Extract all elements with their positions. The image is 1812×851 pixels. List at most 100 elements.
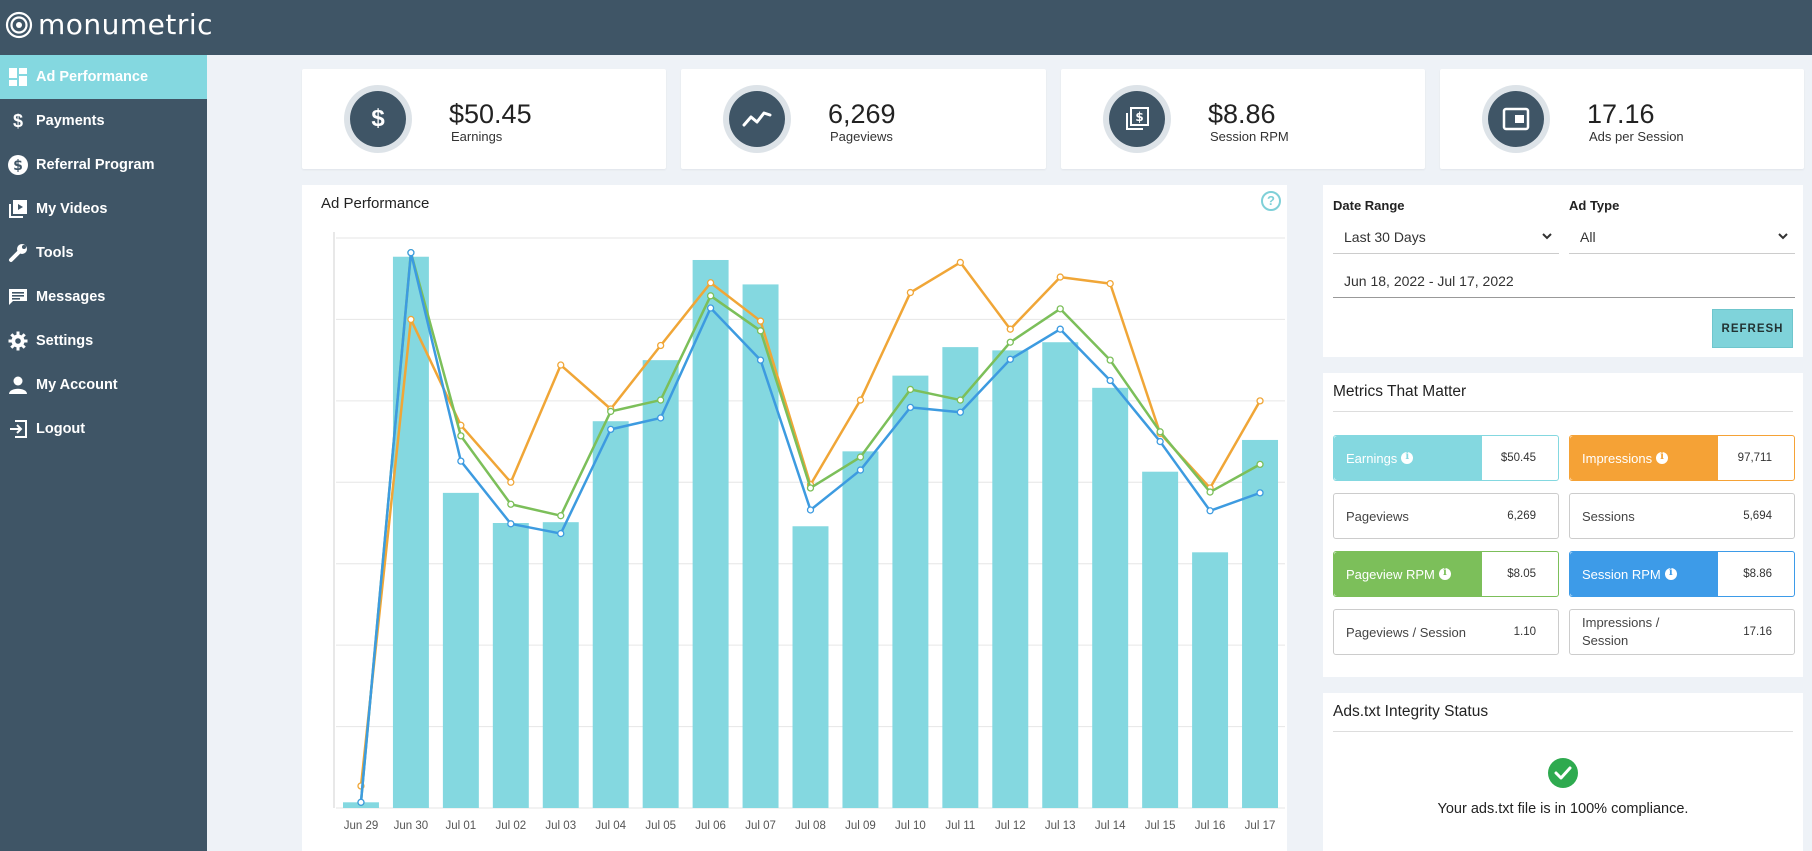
- ad-performance-chart-panel: Ad Performance ? Jun 29 Jun 30 Jul 01 Jul 0…: [302, 185, 1287, 851]
- trend-line-icon: [729, 91, 785, 147]
- series-point: [457, 457, 465, 465]
- series-point: [856, 453, 865, 461]
- metric-impressions[interactable]: Impressions 97,711: [1569, 435, 1795, 481]
- metric-pageviews-per-session[interactable]: Pageviews / Session 1.10: [1333, 609, 1559, 655]
- sidebar-item-messages[interactable]: Messages: [0, 275, 207, 319]
- message-icon: [0, 287, 36, 307]
- dollar-circle-icon: $: [0, 155, 36, 175]
- ad-type-select[interactable]: All: [1569, 222, 1795, 254]
- series-point: [856, 396, 865, 404]
- logout-icon: [0, 420, 36, 438]
- stat-label: Session RPM: [1210, 129, 1289, 144]
- sidebar-item-tools[interactable]: Tools: [0, 231, 207, 275]
- x-tick-label: Jul 17: [1245, 820, 1276, 832]
- info-icon[interactable]: [1401, 451, 1414, 464]
- refresh-button[interactable]: REFRESH: [1712, 309, 1793, 348]
- series-point: [1056, 273, 1064, 281]
- metric-value: 97,711: [1718, 436, 1794, 480]
- ad-performance-chart: Jun 29 Jun 30 Jul 01 Jul 02 Jul 03 Jul 04 Jul …: [333, 232, 1285, 832]
- x-tick-label: Jul 12: [995, 820, 1026, 832]
- metric-pageviews[interactable]: Pageviews 6,269: [1333, 493, 1559, 539]
- dollar-icon: $: [12, 110, 23, 131]
- date-range-input[interactable]: Jun 18, 2022 - Jul 17, 2022: [1333, 266, 1795, 298]
- sidebar-item-payments[interactable]: $ Payments: [0, 99, 207, 143]
- help-icon[interactable]: ?: [1261, 191, 1281, 211]
- x-tick-label: Jun 29: [344, 820, 379, 832]
- bar: [892, 375, 929, 808]
- ads-txt-message: Your ads.txt file is in 100% compliance.: [1437, 801, 1689, 817]
- x-tick-label: Jul 13: [1045, 820, 1076, 832]
- series-point: [507, 478, 515, 486]
- series-point: [906, 403, 915, 412]
- metric-pageview-rpm[interactable]: Pageview RPM $8.05: [1333, 551, 1559, 597]
- metric-sessions[interactable]: Sessions 5,694: [1569, 493, 1795, 539]
- info-icon[interactable]: [1656, 451, 1669, 464]
- bar: [1142, 471, 1179, 808]
- stat-card-earnings: $ $50.45 Earnings: [302, 69, 666, 169]
- series-point: [1056, 305, 1064, 313]
- dollar-icon: $: [350, 91, 406, 147]
- check-circle-icon: [1548, 758, 1578, 788]
- bar: [842, 451, 879, 808]
- stat-card-ads-per-session: 17.16 Ads per Session: [1440, 69, 1804, 169]
- stat-value: 6,269: [828, 99, 896, 129]
- chevron-down-icon: [1541, 222, 1553, 263]
- series-point: [657, 414, 665, 422]
- x-tick-label: Jul 16: [1195, 820, 1226, 832]
- series-point: [1156, 428, 1164, 436]
- series-point: [557, 512, 565, 520]
- sidebar-item-my-account[interactable]: My Account: [0, 363, 207, 407]
- x-tick-label: Jul 04: [595, 820, 626, 832]
- info-icon[interactable]: [1438, 567, 1451, 580]
- sidebar-item-ad-performance[interactable]: Ad Performance: [0, 55, 207, 99]
- x-tick-label: Jul 15: [1145, 820, 1176, 832]
- bar: [542, 522, 579, 808]
- logo-mark-icon: [4, 10, 34, 40]
- date-range-select[interactable]: Last 30 Days: [1333, 222, 1559, 254]
- sidebar-item-referral-program[interactable]: $ Referral Program: [0, 143, 207, 187]
- bar: [992, 350, 1029, 808]
- bar: [792, 526, 829, 808]
- series-point: [806, 506, 815, 514]
- stat-label: Pageviews: [830, 129, 893, 144]
- bar: [942, 347, 979, 808]
- series-point: [956, 408, 964, 416]
- metric-earnings[interactable]: Earnings $50.45: [1333, 435, 1559, 481]
- bar: [1192, 552, 1229, 808]
- wrench-icon: [0, 243, 36, 263]
- chevron-down-icon: [1777, 222, 1789, 263]
- metric-value: $8.86: [1718, 552, 1794, 596]
- metric-name: Earnings: [1334, 436, 1483, 480]
- sidebar-item-label: Tools: [36, 245, 74, 261]
- x-tick-label: Jun 30: [394, 820, 429, 832]
- metric-impressions-per-session[interactable]: Impressions / Session 17.16: [1569, 609, 1795, 655]
- dashboard-icon: [0, 68, 36, 86]
- series-point: [457, 432, 465, 440]
- monumetric-logo[interactable]: monumetric: [4, 8, 213, 41]
- series-point: [1006, 325, 1014, 333]
- ads-txt-panel: Ads.txt Integrity Status Your ads.txt fi…: [1323, 693, 1803, 851]
- series-point: [1206, 488, 1214, 496]
- series-point: [1006, 355, 1014, 363]
- sidebar-item-logout[interactable]: Logout: [0, 407, 207, 451]
- video-library-icon: [0, 199, 36, 219]
- series-point: [607, 425, 615, 434]
- metrics-panel: Metrics That Matter Earnings $50.45 Impr…: [1323, 373, 1803, 677]
- ad-type-value: All: [1580, 229, 1596, 245]
- sidebar-item-settings[interactable]: Settings: [0, 319, 207, 363]
- series-point: [1106, 376, 1114, 385]
- series-point: [806, 484, 815, 492]
- bar: [1242, 439, 1279, 808]
- series-point: [956, 258, 964, 267]
- info-icon[interactable]: [1664, 567, 1677, 580]
- series-point: [557, 361, 565, 369]
- sidebar: Ad Performance $ Payments $ Referral Pro…: [0, 55, 207, 851]
- sidebar-item-label: My Account: [36, 377, 118, 393]
- series-point: [756, 327, 765, 335]
- series-point: [756, 356, 765, 364]
- series-point: [1106, 279, 1114, 288]
- date-range-text: Jun 18, 2022 - Jul 17, 2022: [1344, 273, 1514, 289]
- x-tick-label: Jul 11: [945, 820, 975, 832]
- sidebar-item-my-videos[interactable]: My Videos: [0, 187, 207, 231]
- metric-session-rpm[interactable]: Session RPM $8.86: [1569, 551, 1795, 597]
